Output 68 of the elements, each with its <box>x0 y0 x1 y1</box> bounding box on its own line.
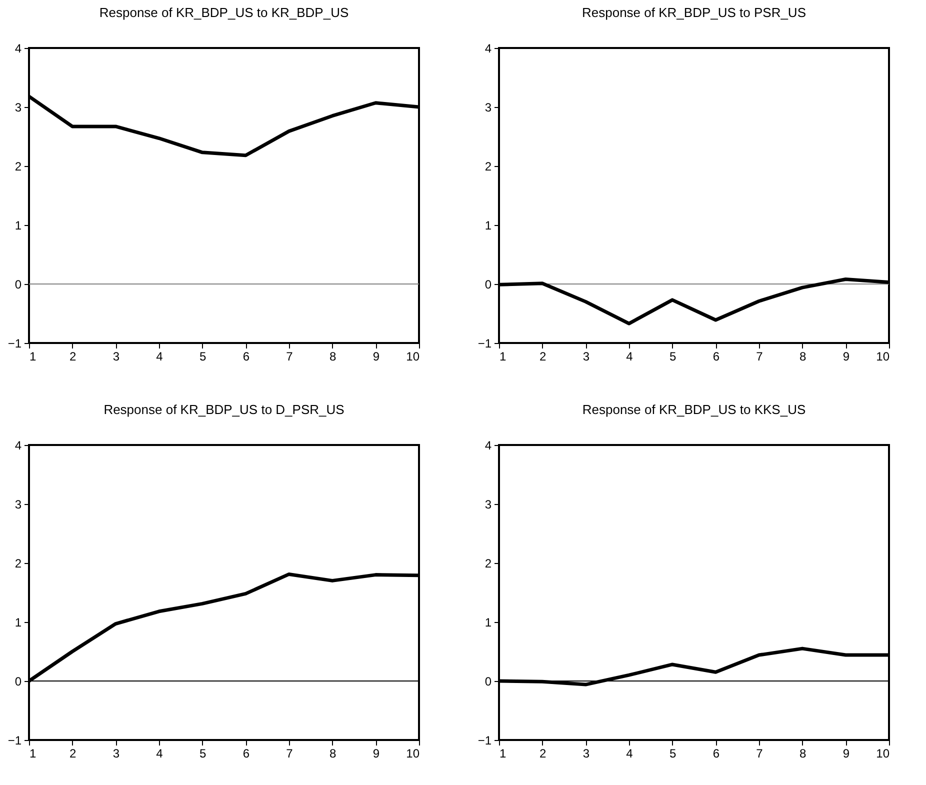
x-tick-label: 4 <box>626 746 634 760</box>
y-tick-label: 1 <box>484 616 492 630</box>
x-tick-label: 6 <box>712 350 720 364</box>
x-tick-label: 6 <box>712 746 720 760</box>
chart-title: Response of KR_BDP_US to PSR_US <box>582 5 806 20</box>
x-tick-label: 5 <box>199 350 206 364</box>
y-tick-label: 0 <box>14 674 22 688</box>
y-tick-label: 4 <box>484 438 492 452</box>
x-tick-label: 2 <box>69 746 76 760</box>
x-tick-label: 8 <box>799 746 806 760</box>
x-tick-label: 1 <box>500 746 506 760</box>
x-tick-label: 2 <box>539 746 546 760</box>
y-tick-label: 1 <box>484 218 492 232</box>
x-tick-label: 3 <box>112 746 120 760</box>
x-tick-label: 3 <box>582 746 590 760</box>
x-tick-label: 5 <box>669 746 676 760</box>
x-tick-label: 4 <box>626 350 634 364</box>
x-tick-label: 9 <box>372 350 380 364</box>
x-tick-label: 4 <box>156 350 164 364</box>
x-tick-label: 3 <box>112 350 120 364</box>
chart-title: Response of KR_BDP_US to KR_BDP_US <box>99 5 349 20</box>
x-tick-label: 7 <box>756 746 764 760</box>
x-tick-label: 7 <box>286 350 294 364</box>
x-tick-label: 9 <box>842 350 850 364</box>
x-tick-label: 1 <box>30 746 36 760</box>
y-tick-label: 2 <box>14 160 22 174</box>
y-tick-label: 1 <box>14 616 22 630</box>
y-tick-label: −1 <box>8 734 22 748</box>
x-tick-label: 7 <box>286 746 294 760</box>
y-tick-label: 3 <box>14 100 22 114</box>
x-tick-label: 7 <box>756 350 764 364</box>
x-tick-label: 4 <box>156 746 164 760</box>
y-tick-label: 0 <box>484 674 492 688</box>
x-tick-label: 9 <box>372 746 380 760</box>
x-tick-label: 3 <box>582 350 590 364</box>
y-tick-label: 2 <box>14 556 22 570</box>
y-tick-label: 1 <box>14 218 22 232</box>
x-tick-label: 8 <box>329 350 336 364</box>
y-tick-label: −1 <box>478 336 492 350</box>
y-tick-label: 3 <box>484 100 492 114</box>
x-tick-label: 2 <box>69 350 76 364</box>
x-tick-label: 1 <box>500 350 506 364</box>
y-tick-label: 2 <box>484 160 492 174</box>
y-tick-label: 2 <box>484 556 492 570</box>
x-tick-label: 8 <box>329 746 336 760</box>
chart-title: Response of KR_BDP_US to KKS_US <box>582 402 806 417</box>
x-tick-label: 6 <box>242 746 250 760</box>
y-tick-label: −1 <box>8 336 22 350</box>
y-tick-label: 0 <box>484 278 492 292</box>
y-tick-label: 3 <box>484 498 492 512</box>
x-tick-label: 5 <box>199 746 206 760</box>
x-tick-label: 10 <box>406 350 420 364</box>
x-tick-label: 10 <box>876 350 890 364</box>
x-tick-label: 10 <box>876 746 890 760</box>
y-tick-label: −1 <box>478 734 492 748</box>
x-tick-label: 6 <box>242 350 250 364</box>
chart-title: Response of KR_BDP_US to D_PSR_US <box>104 402 345 417</box>
y-tick-label: 4 <box>484 42 492 56</box>
x-tick-label: 10 <box>406 746 420 760</box>
y-tick-label: 3 <box>14 498 22 512</box>
x-tick-label: 8 <box>799 350 806 364</box>
x-tick-label: 9 <box>842 746 850 760</box>
x-tick-label: 1 <box>30 350 36 364</box>
y-tick-label: 4 <box>14 42 22 56</box>
y-tick-label: 0 <box>14 278 22 292</box>
x-tick-label: 5 <box>669 350 676 364</box>
y-tick-label: 4 <box>14 438 22 452</box>
x-tick-label: 2 <box>539 350 546 364</box>
